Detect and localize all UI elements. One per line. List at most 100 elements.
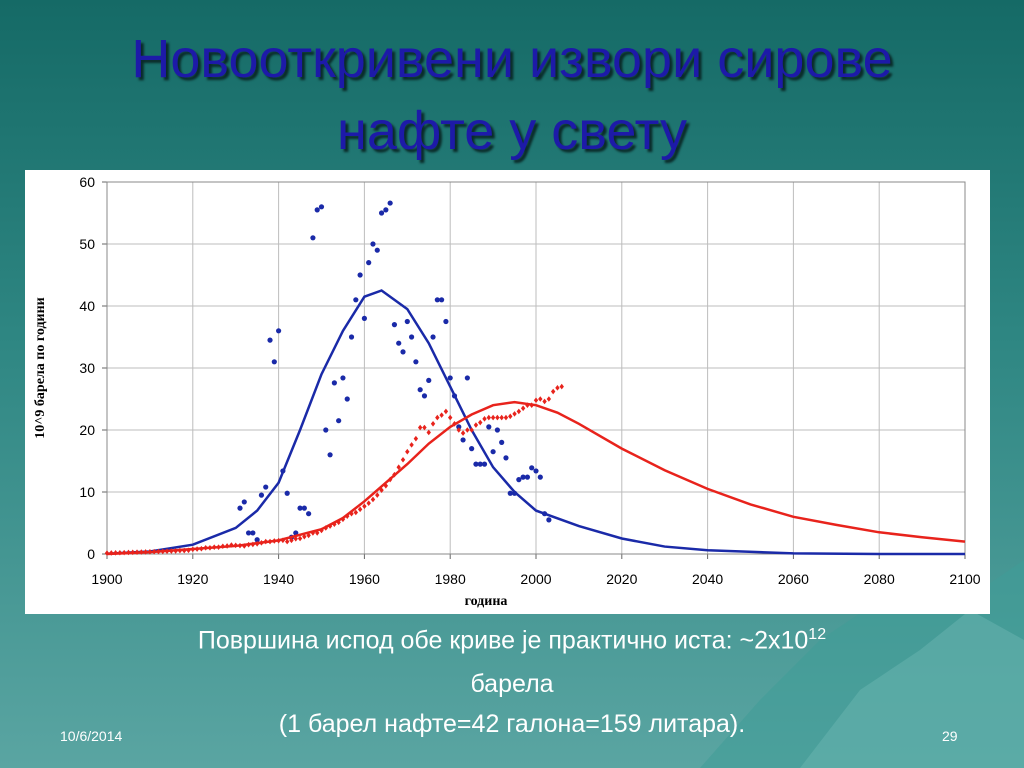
point: [537, 474, 543, 480]
y-tick-label: 50: [79, 236, 95, 252]
plot-frame: [106, 181, 966, 555]
point: [224, 543, 230, 549]
point: [121, 549, 127, 556]
point: [327, 452, 333, 458]
point: [284, 538, 290, 545]
point: [306, 532, 311, 539]
point: [370, 496, 376, 503]
point: [495, 414, 500, 421]
point: [503, 455, 509, 461]
point: [182, 547, 187, 554]
point: [516, 408, 522, 415]
point: [512, 411, 517, 417]
y-tick-label: 20: [79, 422, 95, 438]
point: [400, 349, 406, 355]
point: [477, 461, 483, 467]
point: [413, 435, 419, 442]
point: [267, 337, 273, 343]
point: [520, 474, 526, 480]
caption-sup: 12: [808, 626, 827, 643]
point: [310, 235, 316, 241]
point: [525, 402, 530, 408]
point: [104, 550, 110, 556]
point: [301, 505, 307, 511]
point: [430, 421, 436, 427]
point: [336, 519, 341, 526]
y-axis-label: 10^9 барела по години: [33, 297, 48, 438]
caption: барела: [470, 670, 554, 698]
point: [559, 383, 564, 390]
point: [233, 542, 238, 549]
point: [263, 484, 269, 490]
point: [555, 385, 560, 391]
point: [460, 430, 466, 436]
point: [284, 490, 290, 496]
y-tick-label: 60: [79, 174, 95, 190]
point: [366, 260, 372, 266]
point: [452, 421, 457, 427]
point: [143, 549, 148, 555]
point: [426, 377, 432, 383]
y-tick-label: 30: [79, 360, 95, 376]
point: [250, 541, 256, 548]
point: [478, 419, 483, 426]
point: [259, 540, 264, 546]
y-tick-label: 10: [79, 484, 95, 500]
point: [212, 544, 217, 550]
point: [293, 530, 299, 536]
point: [344, 396, 350, 402]
point: [258, 492, 265, 498]
point: [542, 398, 547, 405]
footer-date: 10/6/2014: [60, 728, 123, 744]
point: [400, 456, 406, 463]
point: [340, 516, 346, 523]
point: [151, 548, 157, 555]
point: [139, 549, 144, 555]
point: [550, 388, 556, 395]
point: [421, 393, 428, 399]
point: [254, 537, 260, 543]
x-tick-label: 1900: [91, 571, 122, 587]
point: [422, 424, 427, 431]
point: [336, 418, 342, 424]
point: [448, 414, 453, 421]
title: нафте у свету: [337, 101, 687, 161]
point: [546, 517, 552, 523]
point: [130, 549, 135, 556]
point: [345, 513, 350, 519]
point: [447, 375, 453, 381]
x-tick-label: 1980: [435, 571, 466, 587]
point: [378, 210, 385, 216]
point: [353, 297, 359, 303]
x-tick-label: 1940: [263, 571, 294, 587]
point: [353, 509, 359, 516]
point: [370, 241, 376, 247]
point: [242, 543, 247, 549]
point: [276, 328, 282, 334]
point: [319, 527, 324, 534]
point: [456, 427, 461, 433]
point: [524, 474, 531, 480]
point: [323, 525, 328, 531]
point: [443, 318, 449, 325]
point: [533, 397, 539, 404]
point: [331, 380, 337, 386]
point: [147, 548, 153, 555]
y-tick-label: 0: [87, 546, 95, 562]
point: [387, 476, 393, 483]
point: [216, 544, 221, 550]
point: [229, 542, 234, 548]
point: [156, 548, 161, 555]
point: [473, 461, 479, 467]
point: [469, 427, 474, 433]
point: [413, 359, 419, 365]
point: [134, 549, 140, 556]
point: [263, 538, 268, 545]
point: [203, 545, 208, 551]
point: [508, 413, 513, 420]
point: [430, 334, 436, 340]
point: [465, 427, 470, 433]
point: [310, 530, 316, 536]
point: [357, 506, 363, 513]
